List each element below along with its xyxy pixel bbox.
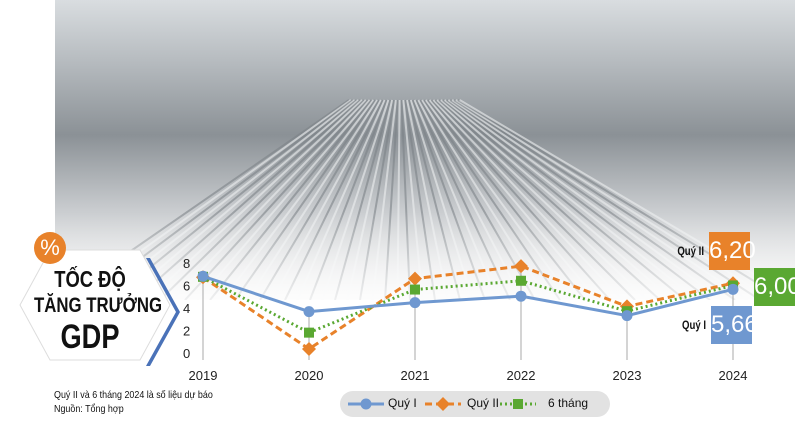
x-tick-label: 2020 bbox=[295, 368, 324, 383]
data-point bbox=[514, 259, 528, 274]
q1-callout-label: Quý I bbox=[681, 318, 706, 332]
footnote: Quý II và 6 tháng 2024 là số liệu dự báo… bbox=[54, 388, 213, 416]
title-line-2: TĂNG TRƯỞNG bbox=[34, 294, 163, 317]
legend-label-q2: Quý II bbox=[467, 396, 500, 410]
data-point bbox=[304, 327, 314, 338]
data-point bbox=[410, 284, 420, 295]
data-point bbox=[515, 290, 527, 302]
data-point bbox=[727, 283, 739, 295]
data-point bbox=[516, 275, 526, 286]
series-line bbox=[202, 275, 734, 335]
data-point bbox=[621, 310, 633, 322]
series-line bbox=[202, 274, 734, 318]
x-tick-label: 2023 bbox=[613, 368, 642, 383]
six-month-callout-value: 6,00 bbox=[754, 268, 795, 306]
q2-callout-label: Quý II bbox=[677, 244, 704, 258]
y-tick-label: 4 bbox=[183, 301, 190, 316]
data-point bbox=[302, 341, 316, 356]
title-line-1: TỐC ĐỘ bbox=[54, 266, 126, 292]
y-tick-label: 6 bbox=[183, 279, 190, 294]
source-note: Nguồn: Tổng hợp bbox=[54, 403, 124, 415]
y-tick-label: 8 bbox=[183, 256, 190, 271]
legend-label-6-months: 6 tháng bbox=[548, 396, 589, 410]
data-point bbox=[408, 271, 422, 286]
forecast-note: Quý II và 6 tháng 2024 là số liệu dự báo bbox=[54, 389, 213, 401]
q1-callout-value: 5,66 bbox=[711, 306, 758, 344]
legend-marker bbox=[513, 399, 523, 409]
y-tick-label: 0 bbox=[183, 346, 190, 361]
legend-label-q1: Quý I bbox=[388, 396, 417, 410]
x-tick-label: 2022 bbox=[507, 368, 536, 383]
x-tick-label: 2024 bbox=[719, 368, 748, 383]
series-line bbox=[202, 264, 734, 351]
x-tick-label: 2021 bbox=[401, 368, 430, 383]
percent-icon: % bbox=[34, 232, 66, 264]
q2-callout-value: 6,20 bbox=[709, 232, 756, 270]
data-point bbox=[303, 306, 315, 318]
title-line-3: GDP bbox=[60, 318, 120, 356]
title-badge bbox=[19, 249, 180, 366]
y-tick-label: 2 bbox=[183, 324, 190, 339]
data-point bbox=[409, 297, 421, 309]
data-point bbox=[197, 270, 209, 282]
x-tick-label: 2019 bbox=[189, 368, 218, 383]
legend-marker bbox=[436, 397, 450, 411]
legend-marker bbox=[360, 398, 372, 410]
legend: Quý I Quý II 6 tháng bbox=[340, 391, 610, 417]
legend-markers bbox=[348, 397, 536, 411]
